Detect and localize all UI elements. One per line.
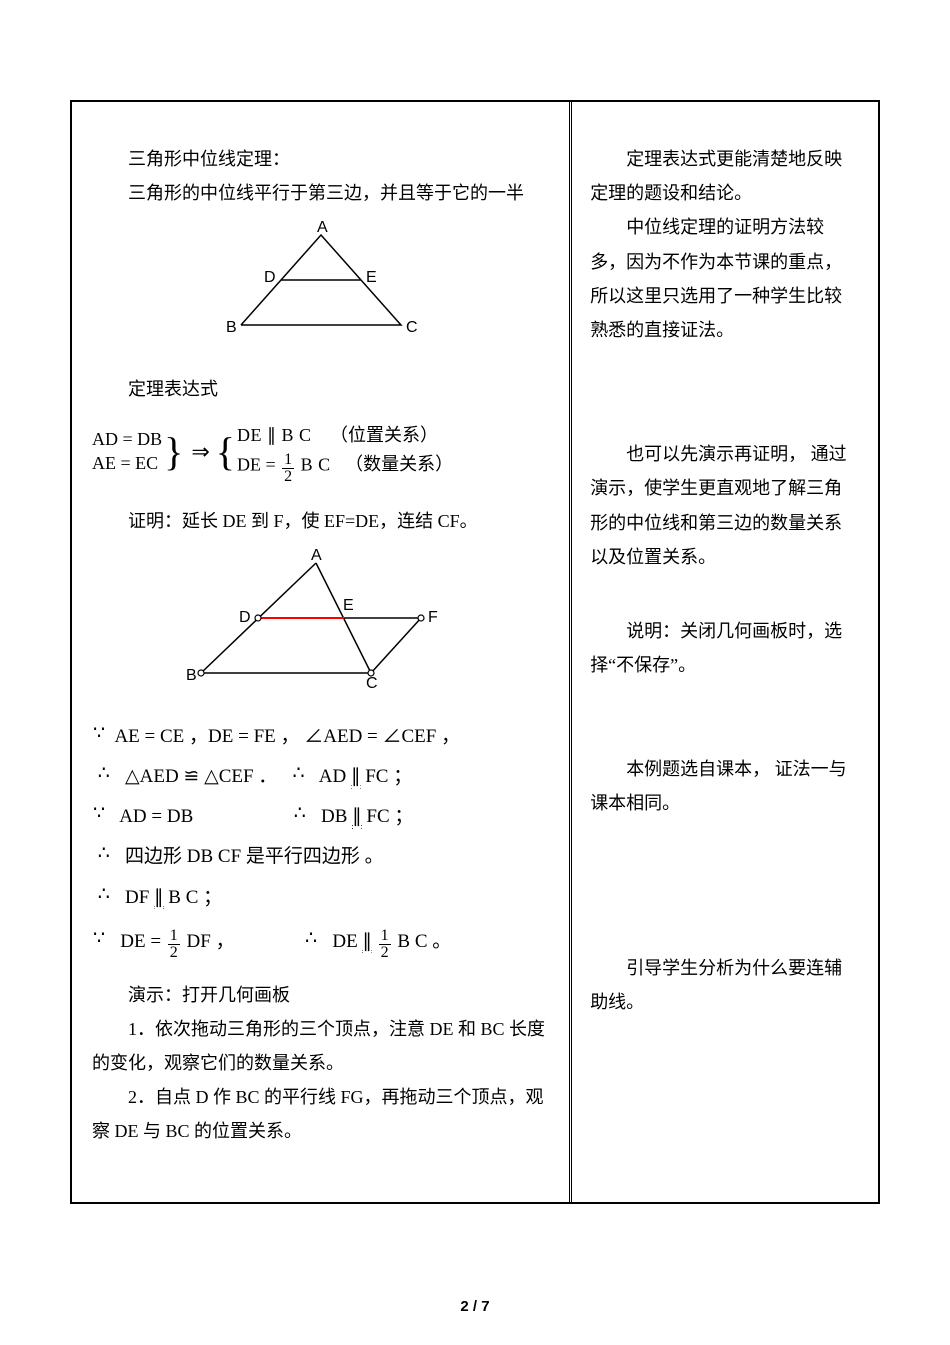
therefore-icon: ∴ <box>293 796 307 832</box>
fig2-label-e: E <box>343 597 354 614</box>
parallel-equal-icon: ∥ <box>352 806 362 827</box>
page: 三角形中位线定理： 三角形的中位线平行于第三边，并且等于它的一半 A B C D… <box>0 0 950 1345</box>
theorem-title: 三角形中位线定理： <box>92 142 549 176</box>
proof-5b-text: B C ； <box>164 887 223 908</box>
two-column-layout: 三角形中位线定理： 三角形的中位线平行于第三边，并且等于它的一半 A B C D… <box>70 100 880 1204</box>
demo-step-1: 1．依次拖动三角形的三个顶点，注意 DE 和 BC 长度的变化，观察它们的数量关… <box>92 1012 549 1080</box>
fig1-label-a: A <box>317 220 328 236</box>
note-4: 说明：关闭几何画板时，选择“不保存”。 <box>590 614 860 682</box>
note-2: 中位线定理的证明方法较多，因为不作为本节课的重点，所以这里只选用了一种学生比较熟… <box>590 210 860 347</box>
proof-6e-text: B C 。 <box>393 931 452 952</box>
proof-2c-text: FC ； <box>360 766 412 787</box>
fig2-label-b: B <box>186 667 197 684</box>
because-icon: ∵ <box>92 716 106 752</box>
fig2-label-d: D <box>239 609 251 626</box>
proof-2b-text: AD <box>319 766 351 787</box>
expr-right-1a: DE ∥ B C <box>237 425 312 445</box>
page-current: 2 <box>460 1298 468 1315</box>
frac-den-2: 2 <box>379 945 391 961</box>
figure-triangle-2: A B C D E F <box>92 548 549 699</box>
frac-num-2: 1 <box>379 928 391 945</box>
proof-6a-text: DE = <box>120 931 166 952</box>
proof-3a-text: AD = DB <box>119 806 193 827</box>
expr-right-2-post: B C <box>301 454 331 474</box>
fig1-label-e: E <box>366 269 377 286</box>
proof-3c-text: FC ； <box>362 806 414 827</box>
proof-line-2: ∴ △AED ≌ △CEF ． ∴ AD ∥ FC ； <box>92 759 549 795</box>
right-column: 定理表达式更能清楚地反映定理的题设和结论。 中位线定理的证明方法较多，因为不作为… <box>572 102 880 1202</box>
note-3: 也可以先演示再证明， 通过演示，使学生更直观地了解三角形的中位线和第三边的数量关… <box>590 437 860 574</box>
note-5: 本例题选自课本， 证法一与课本相同。 <box>590 752 860 820</box>
proof-line-3: ∵ AD = DB ∴ DB ∥ FC ； <box>92 799 549 835</box>
because-icon: ∵ <box>92 796 106 832</box>
proof-4-text: 四边形 DB CF 是平行四边形 。 <box>125 846 384 867</box>
expr-right-2-pre: DE = <box>237 454 276 474</box>
parallel-equal-icon: ∥ <box>362 931 372 952</box>
fig1-label-d: D <box>264 269 276 286</box>
expr-frac-num: 1 <box>282 452 294 469</box>
because-icon: ∵ <box>92 921 106 957</box>
right-brace-icon: } <box>164 414 183 490</box>
figure-triangle-1: A B C D E <box>92 220 549 351</box>
proof-2a-text: △AED ≌ △CEF ． <box>125 766 277 787</box>
page-number: 2 / 7 <box>0 1298 950 1315</box>
proof-intro: 证明：延长 DE 到 F，使 EF=DE，连结 CF。 <box>92 504 549 538</box>
fig1-label-b: B <box>226 319 237 336</box>
expression-label: 定理表达式 <box>92 372 549 406</box>
note-1: 定理表达式更能清楚地反映定理的题设和结论。 <box>590 142 860 210</box>
theorem-text: 三角形的中位线平行于第三边，并且等于它的一半 <box>92 176 549 210</box>
page-total: 7 <box>481 1298 489 1315</box>
proof-line-1: ∵ AE = CE ，DE = FE ， ∠AED = ∠CEF ， <box>92 719 549 755</box>
proof-6c-text: DE <box>332 931 362 952</box>
expr-frac-den: 2 <box>282 469 294 485</box>
theorem-expression: AD = DB AE = EC } ⇒ { DE ∥ B C （位置关系） DE… <box>92 414 549 490</box>
therefore-icon: ∴ <box>304 921 318 957</box>
demo-title: 演示：打开几何画板 <box>92 978 549 1012</box>
proof-6b-text: DF ， <box>182 931 235 952</box>
therefore-icon: ∴ <box>97 877 111 913</box>
proof-5a-text: DF <box>125 887 154 908</box>
expr-right-1b: （位置关系） <box>330 425 438 445</box>
proof-3b-text: DB <box>321 806 352 827</box>
left-column: 三角形中位线定理： 三角形的中位线平行于第三边，并且等于它的一半 A B C D… <box>70 102 572 1202</box>
therefore-icon: ∴ <box>97 836 111 872</box>
proof-1-text: AE = CE ，DE = FE ， ∠AED = ∠CEF ， <box>114 726 460 747</box>
therefore-icon: ∴ <box>292 756 306 792</box>
expr-left-2: AE = EC <box>92 452 162 475</box>
fig2-label-f: F <box>428 609 438 626</box>
expr-right-2b: （数量关系） <box>345 454 453 474</box>
left-brace-icon: { <box>216 414 235 490</box>
expr-left-1: AD = DB <box>92 428 162 451</box>
proof-line-4: ∴ 四边形 DB CF 是平行四边形 。 <box>92 839 549 875</box>
frac-num: 1 <box>168 928 180 945</box>
fig1-label-c: C <box>406 319 418 336</box>
proof-line-5: ∴ DF ∥ B C ； <box>92 880 549 916</box>
demo-step-2: 2．自点 D 作 BC 的平行线 FG，再拖动三个顶点，观察 DE 与 BC 的… <box>92 1080 549 1148</box>
proof-line-6: ∵ DE = 12 DF ， ∴ DE ∥ 12 B C 。 <box>92 924 549 960</box>
page-sep: / <box>469 1298 482 1315</box>
frac-den: 2 <box>168 945 180 961</box>
parallel-equal-icon: ∥ <box>154 887 164 908</box>
note-6: 引导学生分析为什么要连辅助线。 <box>590 951 860 1019</box>
therefore-icon: ∴ <box>97 756 111 792</box>
fig2-label-c: C <box>366 675 378 688</box>
fig2-label-a: A <box>311 548 322 564</box>
implies-icon: ⇒ <box>191 431 209 473</box>
